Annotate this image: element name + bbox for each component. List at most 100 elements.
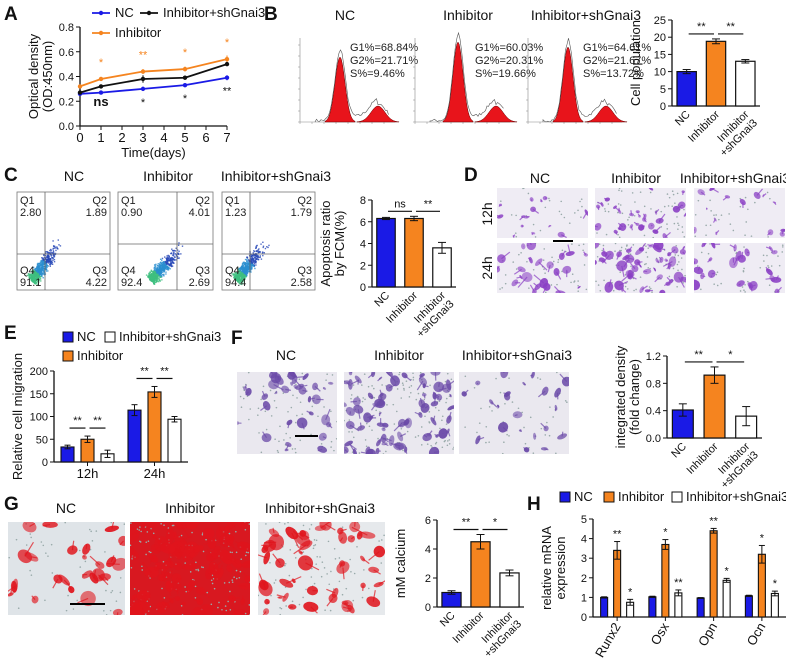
pore — [676, 192, 679, 195]
cell-process — [378, 580, 385, 586]
cell-process — [310, 606, 318, 614]
pore — [778, 264, 781, 267]
pore — [327, 540, 330, 543]
pore — [67, 594, 69, 597]
event-dot — [262, 245, 265, 247]
cell-process — [160, 577, 166, 583]
event-dot — [254, 257, 256, 259]
cell-process — [561, 431, 564, 437]
significance-label: * — [225, 37, 230, 49]
pore — [543, 248, 546, 250]
y-tick-label: 6 — [425, 515, 431, 527]
event-dot — [36, 265, 38, 267]
pore — [743, 289, 745, 292]
pore — [620, 249, 622, 252]
pore — [715, 273, 718, 276]
event-dot — [157, 272, 160, 274]
y-tick-label: 2 — [425, 573, 431, 585]
pore — [720, 214, 723, 216]
event-dot — [34, 272, 36, 275]
event-dot — [253, 262, 256, 265]
pore — [119, 591, 122, 594]
cell-process — [601, 259, 607, 265]
cell-process — [414, 411, 421, 416]
panel-label-b: B — [264, 4, 278, 25]
pore — [229, 590, 231, 593]
event-dot — [242, 280, 244, 282]
data-point — [140, 86, 146, 92]
event-dot — [251, 254, 254, 257]
legend-label: NC — [574, 489, 593, 504]
cell-process — [119, 540, 124, 546]
pore — [231, 581, 234, 583]
g2-peak — [474, 105, 518, 123]
s-stat: S%=13.72% — [583, 68, 644, 80]
pore — [743, 267, 745, 270]
pore — [350, 397, 352, 400]
event-dot — [171, 254, 174, 256]
event-dot — [159, 276, 161, 278]
event-dot — [159, 269, 162, 271]
event-dot — [56, 247, 58, 249]
event-dot — [151, 273, 154, 276]
stained-cell — [584, 209, 588, 216]
event-dot — [150, 278, 153, 280]
significance-label: ** — [160, 365, 169, 377]
event-dot — [45, 262, 47, 264]
pore — [677, 269, 679, 272]
stained-cell — [285, 526, 299, 540]
cell-process — [131, 596, 135, 604]
title-g-nc: NC — [56, 500, 76, 516]
pore — [42, 544, 45, 547]
cell-process — [262, 611, 267, 615]
event-dot — [176, 249, 179, 251]
pore — [434, 406, 437, 409]
pore — [649, 287, 652, 290]
pore — [329, 609, 332, 612]
q1-value: 2.80 — [20, 207, 41, 219]
q3-value: 2.69 — [189, 277, 210, 289]
pore — [428, 411, 431, 413]
pore — [526, 260, 528, 263]
event-dot — [42, 270, 45, 273]
event-dot — [150, 269, 153, 272]
pore — [330, 410, 332, 413]
event-dot — [158, 263, 161, 265]
cell-process — [285, 388, 291, 391]
event-dot — [47, 262, 50, 264]
event-dot — [153, 269, 156, 271]
pore — [573, 280, 576, 282]
bar — [676, 70, 697, 107]
event-dot — [164, 267, 167, 270]
bar — [613, 549, 622, 618]
event-dot — [163, 264, 166, 267]
pore — [480, 407, 482, 410]
cell-process — [258, 573, 267, 589]
pore — [321, 561, 324, 563]
event-dot — [255, 257, 258, 260]
pore — [713, 283, 715, 285]
cell-process — [659, 290, 663, 293]
pore — [585, 288, 588, 291]
pore — [743, 246, 745, 248]
legend-swatch — [62, 331, 74, 343]
pore — [361, 384, 363, 386]
pore — [312, 547, 315, 550]
pore — [248, 523, 250, 525]
y-tick-label: 0 — [581, 612, 587, 624]
event-dot — [255, 258, 258, 261]
x-tick-label-line: NC — [673, 109, 693, 129]
event-dot — [49, 265, 52, 267]
event-dot — [46, 260, 48, 263]
pore — [648, 286, 651, 288]
pore — [338, 557, 341, 559]
stained-cell — [428, 446, 440, 454]
cell-process — [323, 387, 325, 389]
cell-process — [289, 606, 293, 609]
event-dot — [166, 260, 168, 263]
cell-process — [595, 243, 596, 245]
cell-process — [287, 422, 291, 429]
pore — [393, 423, 396, 425]
event-dot — [163, 268, 166, 270]
pore — [402, 449, 404, 452]
